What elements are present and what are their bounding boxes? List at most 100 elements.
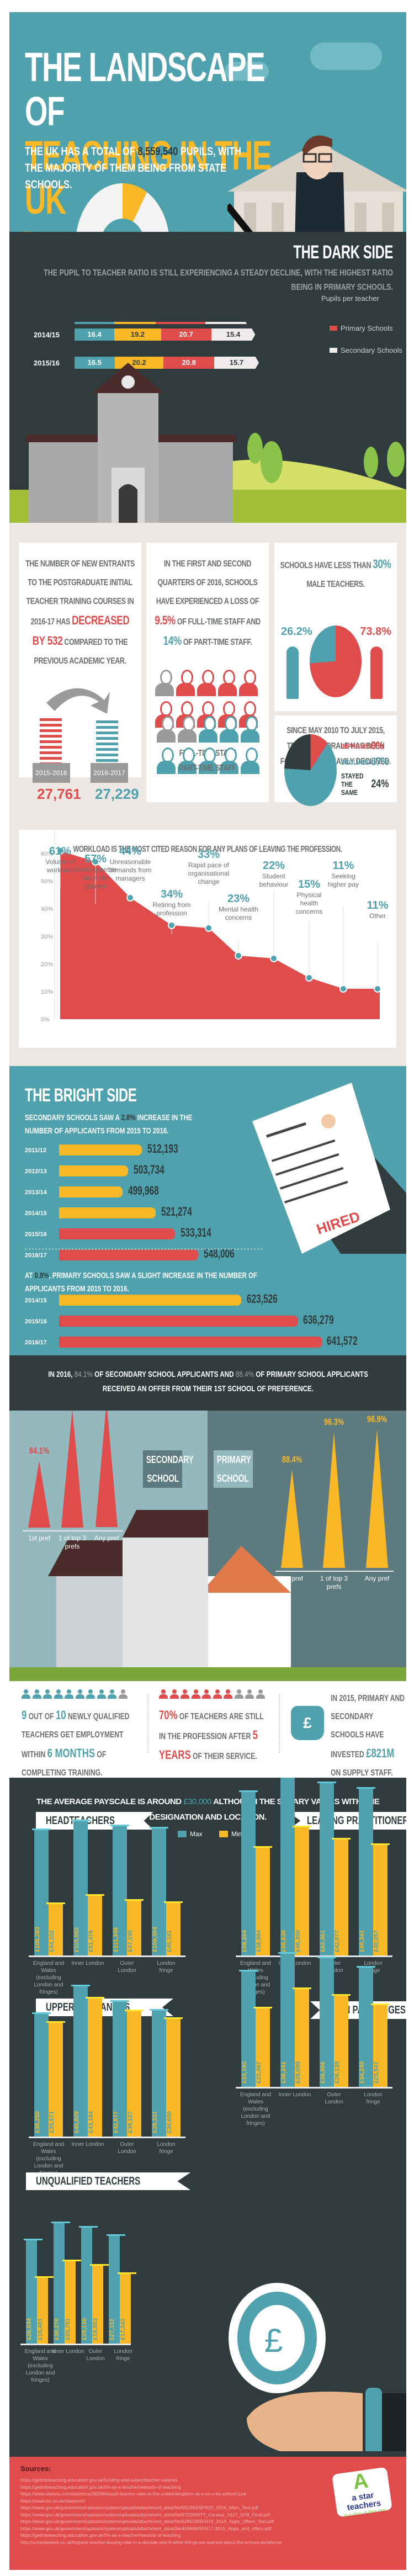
part-time-label: PART-TIME STAFF [179, 764, 236, 773]
morale-label: DECLINED [341, 758, 371, 766]
morale-legend: IMPROVED 9% DECLINED 67% STAYED THE SAME 24% [341, 740, 402, 800]
bar-min: £38,984 [256, 1848, 270, 1955]
bar-min: £43,184 [88, 1998, 102, 2137]
legend-max: Max [178, 1830, 203, 1838]
svg-text:10%: 10% [41, 989, 53, 995]
bar-max: £36,906 [320, 1958, 334, 2087]
salary-section: THE AVERAGE PAYSCALE IS AROUND £30,000 A… [9, 1778, 406, 2476]
legend-swatch-icon [330, 348, 337, 353]
bar-min: £19,553 [92, 2266, 103, 2344]
region-label: London fringe [157, 2142, 176, 2155]
applicants-bar [59, 1295, 241, 1306]
legend-label: Primary Schools [341, 324, 393, 332]
region-label: Inner London [278, 2092, 311, 2098]
bracket-label: Pupils per teacher [321, 294, 379, 303]
source-link[interactable]: https://www.isc.co.uk/research/ [20, 2498, 85, 2504]
region-label: London fringe [364, 2092, 383, 2105]
dark-side-title: THE DARK SIDE [293, 242, 393, 263]
offers-text: IN 2016, 84.1% OF SECONDARY SCHOOL APPLI… [48, 1370, 368, 1393]
morale-value: 9% [371, 740, 384, 752]
workload-reason: Volume of workload [45, 858, 75, 874]
bar-value-min: £42,077 [334, 1930, 341, 1952]
supply-staff-text: IN 2015, PRIMARY AND SECONDARY SCHOOLS H… [331, 1694, 405, 1778]
entrants-value-a: 27,761 [37, 786, 81, 802]
bar-value-max: £36,906 [320, 2061, 326, 2084]
bar-value-max: £109,354 [152, 1927, 158, 1952]
chart-axis [29, 2137, 185, 2138]
chart-title: UNQUALIFIED TEACHERS [36, 2175, 141, 2187]
bar-min: £46,350 [295, 1827, 309, 1955]
applicants-year: 2015/16 [25, 1231, 47, 1238]
bar-value-max: £46,829 [73, 2111, 80, 2133]
offers-header: IN 2016, 84.1% OF SECONDARY SCHOOL APPLI… [9, 1355, 406, 1411]
source-link[interactable]: https://getintoteaching.education.gov.uk… [20, 2532, 181, 2538]
region-label: Outer London [325, 2092, 343, 2105]
pref-label: 1st pref [280, 1575, 304, 1582]
source-link[interactable]: https://www.gov.uk/government/uploads/sy… [20, 2519, 274, 2524]
workload-label: 57% Seeking better work life balance [73, 852, 118, 891]
source-link[interactable]: https://www.statista.com/statistics/2829… [20, 2491, 247, 2497]
applicants-value: 499,968 [128, 1184, 159, 1197]
workload-label: 11% Seeking higher pay [321, 859, 365, 889]
chart-ribbon-unqualified-teachers: UNQUALIFIED TEACHERS [26, 2172, 191, 2190]
svg-text:60%: 60% [41, 851, 53, 857]
offer-spike [28, 1460, 50, 1528]
region-label: England and Wales (excluding London and … [33, 2142, 65, 2176]
workload-reason: Unreasonable demands from managers [109, 858, 152, 882]
bar-value-max: £38,250 [34, 2111, 41, 2133]
legend-min: Min [219, 1830, 242, 1838]
bar-min: £16,461 [37, 2278, 48, 2344]
school-illustration-section: 2014/15 16.4 19.2 20.7 15.4 2015/16 16.5 20.2 20… [9, 324, 406, 536]
bar-min: £45,181 [166, 1903, 181, 1955]
workload-chart-card: WORKLOAD IS THE MOST CITED REASON FOR AN… [19, 830, 396, 1048]
male-teachers-card: SCHOOLS HAVE LESS THAN 30% MALE TEACHERS… [274, 543, 397, 711]
workload-area-chart: 0%10%20%30%40%50%60%70% [41, 830, 381, 1023]
bar-value-max: £60,341 [359, 1930, 365, 1952]
sources-list: https://getintoteaching.education.gov.uk… [20, 2477, 282, 2546]
applicants-year: 2015/16 [25, 1318, 47, 1325]
bar-max: £33,160 [241, 1971, 256, 2087]
bar-value-max: £62,361 [320, 1930, 326, 1952]
source-link[interactable]: https://getintoteaching.education.gov.uk… [20, 2484, 181, 2490]
morale-legend-item: STAYED THE SAME 24% [341, 772, 390, 797]
applicants-bar [59, 1207, 156, 1218]
applicants-value: 521,274 [161, 1205, 192, 1218]
year-b-label: 2016-2017 [91, 763, 128, 783]
bar-value-min: £39,127 [127, 2111, 134, 2133]
bar-min: £26,139 [334, 1996, 348, 2087]
bar-value-max: £38,241 [280, 2061, 287, 2084]
bar-min: £35,571 [49, 2022, 63, 2137]
divider [25, 1248, 262, 1250]
chart-ribbon-headteachers: HEADTEACHERS [36, 1812, 153, 1830]
workload-label: 22% Student behaviour [252, 859, 296, 889]
bar-max: £30,270 [54, 2223, 65, 2344]
region-label: Inner London [51, 2349, 84, 2355]
source-link[interactable]: https://www.gov.uk/government/uploads/sy… [20, 2505, 258, 2510]
bar-min: £44,102 [49, 1904, 63, 1955]
morale-value: 24% [371, 778, 389, 790]
bar-max: £29,130 [81, 2228, 92, 2344]
bar-min: £22,467 [256, 2008, 270, 2087]
applicants-year: 2013/14 [25, 1189, 47, 1196]
nqt-employment-text: 9 OUT OF 10 NEWLY QUALIFIED TEACHERS GET… [22, 1708, 130, 1778]
source-link[interactable]: https://getintoteaching.education.gov.uk… [20, 2477, 178, 2483]
applicants-year: 2016/17 [25, 1252, 47, 1259]
bar-max: £62,361 [320, 1783, 334, 1955]
ratio-segment-primary-schools: 20.8 [163, 357, 214, 369]
gender-pie-chart [310, 626, 362, 697]
region-label: Outer London [86, 2349, 105, 2362]
source-link[interactable]: http://schoolsweek.co.uk/highest-teacher… [20, 2539, 282, 2545]
bar-value-min: £51,476 [88, 1930, 94, 1952]
applicants-value: 548,006 [204, 1247, 235, 1260]
bar-max: £46,829 [73, 1986, 88, 2137]
female-share: 73.8% [360, 626, 391, 638]
entrants-text: THE NUMBER OF NEW ENTRANTS TO THE POSTGR… [25, 559, 135, 666]
applicants-value: 512,193 [147, 1142, 178, 1156]
workload-reason: Physical health concerns [295, 891, 323, 915]
applicants-year: 2014/15 [25, 1297, 47, 1304]
source-link[interactable]: https://www.gov.uk/government/uploads/sy… [20, 2525, 272, 2531]
bar-min: £42,077 [334, 1839, 348, 1955]
offer-spike [95, 1411, 118, 1528]
source-link[interactable]: https://www.gov.uk/government/uploads/sy… [20, 2511, 270, 2517]
bar-max: £39,331 [152, 2010, 166, 2137]
